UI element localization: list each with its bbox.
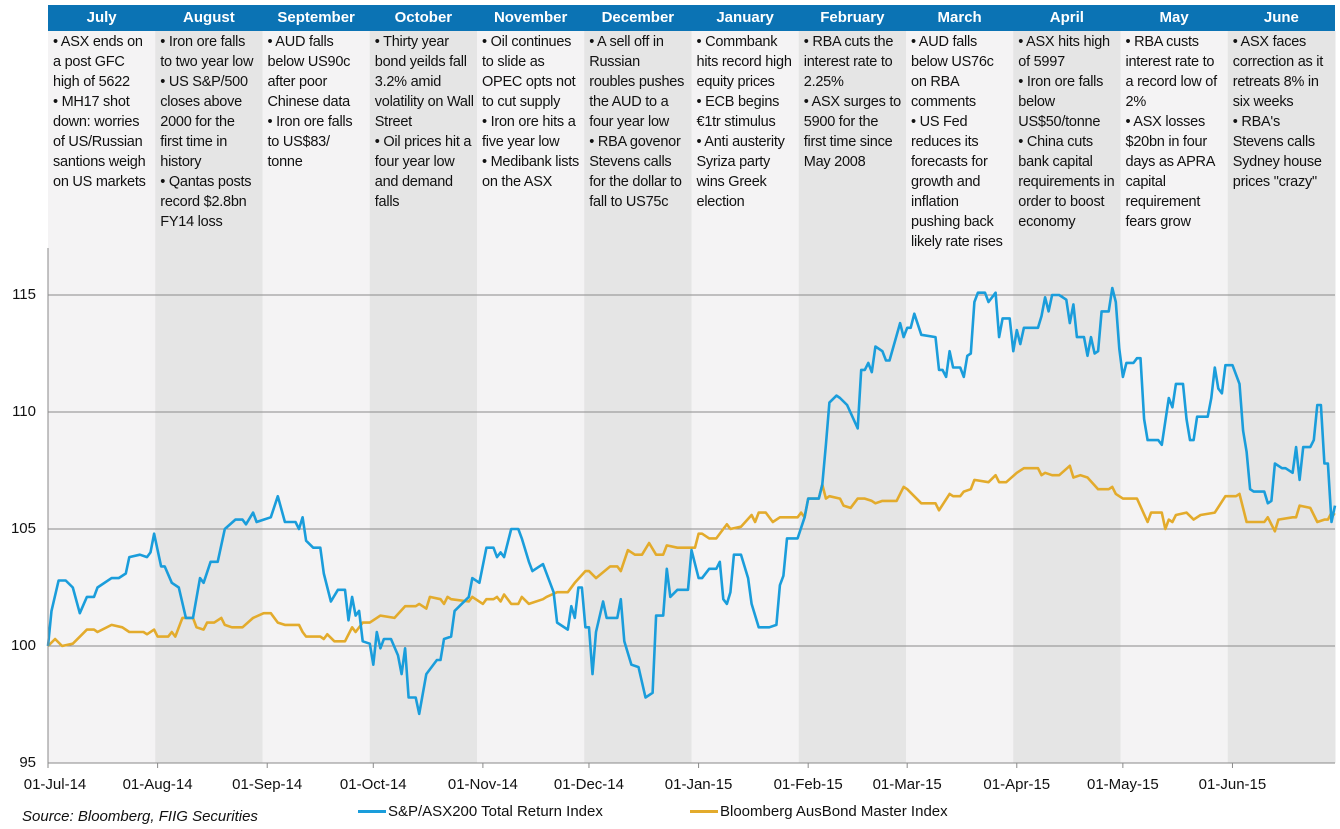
month-notes-april: • ASX hits high of 5997 • Iron ore falls… [1018, 34, 1115, 230]
month-notes-september: • AUD falls below US90c after poor Chine… [267, 34, 353, 170]
series-line-asx200 [46, 286, 1337, 716]
x-tick-label: 01-Feb-15 [773, 776, 843, 793]
month-band-december [584, 31, 692, 763]
month-header-april: April [1049, 9, 1084, 26]
month-band-october [369, 31, 478, 763]
x-tick-label: 01-Jun-15 [1198, 776, 1267, 793]
month-notes-february: • RBA cuts the interest rate to 2.25% • … [803, 34, 902, 170]
y-tick-label: 115 [12, 286, 36, 303]
x-tick-label: 01-Nov-14 [447, 776, 518, 793]
month-notes-july: • ASX ends on a post GFC high of 5622 • … [53, 34, 146, 190]
x-tick-label: 01-Apr-15 [983, 776, 1051, 793]
y-tick-label: 100 [10, 637, 36, 654]
month-bands [48, 31, 1336, 763]
month-header-row: July August September October November Decemb… [48, 5, 1335, 31]
x-tick-label: 01-May-15 [1086, 776, 1159, 793]
month-band-july [48, 31, 156, 763]
month-notes-november: • Oil continues to slide as OPEC opts no… [482, 34, 579, 190]
y-tick-label: 105 [10, 520, 36, 537]
legend-item-ausbond: Bloomberg AusBond Master Index [690, 803, 948, 820]
month-notes-row: • ASX ends on a post GFC high of 5622 • … [48, 31, 1335, 252]
x-tick-label: 01-Jul-14 [23, 776, 87, 793]
month-header-december: December [601, 9, 675, 26]
month-band-november [477, 31, 585, 763]
legend-item-asx200: S&P/ASX200 Total Return Index [358, 803, 603, 820]
month-band-september [262, 31, 371, 763]
month-notes-october: • Thirty year bond yeilds fall 3.2% amid… [374, 34, 474, 210]
month-band-june [1227, 31, 1336, 763]
month-header-july: July [86, 9, 117, 26]
month-header-november: November [493, 9, 568, 26]
month-notes-may: • RBA custs interest rate to a record lo… [1125, 34, 1218, 230]
x-tick-label: 01-Oct-14 [339, 776, 407, 793]
month-header-may: May [1159, 9, 1189, 26]
month-header-october: October [394, 9, 453, 26]
month-band-april [1013, 31, 1121, 763]
axes [47, 248, 1335, 768]
series-lines [46, 286, 1337, 716]
month-header-september: September [277, 9, 355, 26]
y-tick-label: 110 [12, 403, 36, 420]
month-header-february: February [820, 9, 885, 26]
x-tick-label: 01-Dec-14 [553, 776, 624, 793]
month-band-january [691, 31, 800, 763]
x-tick-label: 01-Sep-14 [232, 776, 303, 793]
month-header-june: June [1263, 9, 1299, 26]
month-notes-december: • A sell off in Russian roubles pushes t… [589, 34, 685, 210]
month-header-january: January [716, 9, 774, 26]
month-notes-august: • Iron ore falls to two year low • US S&… [160, 34, 254, 230]
x-tick-label: 01-Jan-15 [664, 776, 733, 793]
legend-label-ausbond: Bloomberg AusBond Master Index [720, 803, 948, 820]
month-band-march [906, 31, 1014, 763]
month-notes-march: • AUD falls below US76c on RBA comments … [911, 34, 1003, 250]
source-note: Source: Bloomberg, FIIG Securities [22, 808, 258, 825]
month-header-march: March [937, 9, 982, 26]
legend-label-asx200: S&P/ASX200 Total Return Index [388, 803, 603, 820]
month-header-august: August [183, 9, 235, 26]
month-notes-june: • ASX faces correction as it retreats 8%… [1232, 34, 1324, 190]
x-tick-label: 01-Aug-14 [122, 776, 193, 793]
gridlines [48, 294, 1335, 647]
legend-swatch-asx200 [358, 810, 386, 813]
month-notes-january: • Commbank hits record high equity price… [696, 34, 792, 210]
legend-swatch-ausbond [690, 810, 718, 813]
x-tick-label: 01-Mar-15 [872, 776, 942, 793]
month-band-august [155, 31, 263, 763]
series-line-ausbond [47, 464, 1336, 648]
y-tick-label: 95 [19, 754, 36, 771]
month-band-february [798, 31, 907, 763]
